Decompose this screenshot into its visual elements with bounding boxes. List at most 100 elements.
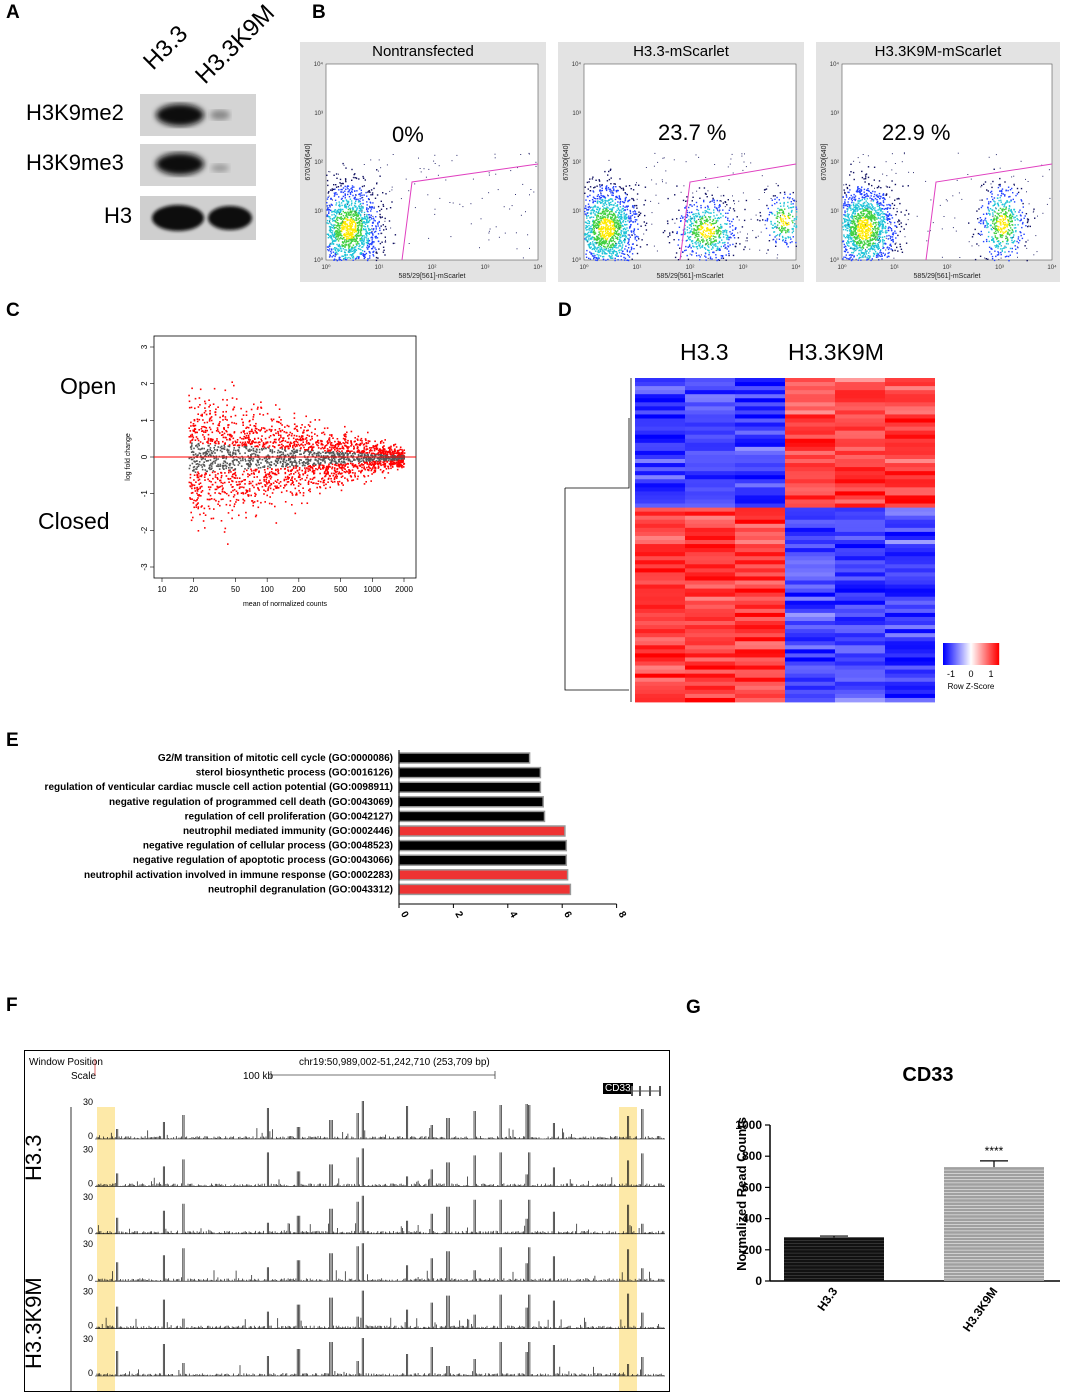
event-dot: [597, 206, 599, 208]
event-dot: [981, 184, 983, 187]
event-dot: [857, 229, 859, 232]
event-dot: [623, 216, 626, 219]
event-dot: [988, 231, 990, 233]
event-dot: [366, 226, 369, 228]
event-dot: [873, 195, 875, 198]
event-dot: [350, 190, 353, 193]
event-dot: [509, 208, 511, 210]
event-dot: [696, 235, 698, 238]
event-dot: [351, 214, 353, 216]
event-dot: [864, 250, 867, 252]
event-dot: [346, 257, 348, 259]
event-dot: [604, 242, 607, 244]
event-dot: [857, 220, 859, 222]
event-dot: [999, 243, 1001, 245]
event-dot: [612, 232, 614, 235]
event-dot: [719, 227, 721, 229]
event-dot: [696, 215, 698, 218]
event-dot: [709, 218, 711, 221]
event-dot: [843, 235, 845, 238]
event-dot: [601, 228, 604, 230]
event-dot: [367, 191, 369, 193]
event-dot: [604, 207, 606, 210]
event-dot: [593, 239, 595, 241]
event-dot: [861, 251, 863, 254]
event-dot: [725, 223, 728, 225]
event-dot: [615, 195, 618, 198]
event-dot: [354, 249, 356, 251]
event-dot: [699, 232, 702, 234]
event-dot: [853, 256, 855, 258]
event-dot: [998, 212, 1000, 215]
event-dot: [764, 188, 766, 191]
event-dot: [780, 230, 782, 232]
event-dot: [352, 208, 355, 210]
event-dot: [724, 247, 726, 249]
event-dot: [588, 245, 590, 248]
event-dot: [384, 217, 386, 220]
event-dot: [331, 189, 333, 192]
event-dot: [630, 188, 632, 190]
event-dot: [691, 211, 693, 213]
event-dot: [883, 239, 885, 242]
event-dot: [346, 203, 348, 205]
event-dot: [860, 189, 863, 191]
event-dot: [344, 190, 346, 192]
event-dot: [621, 235, 624, 238]
event-dot: [693, 217, 696, 219]
event-dot: [722, 215, 724, 217]
event-dot: [614, 246, 616, 248]
event-dot: [715, 236, 717, 238]
event-dot: [331, 243, 333, 245]
event-dot: [352, 250, 354, 252]
event-dot: [345, 180, 347, 183]
event-dot: [631, 258, 633, 260]
event-dot: [618, 223, 620, 225]
event-dot: [869, 244, 871, 247]
event-dot: [884, 231, 887, 233]
event-dot: [365, 191, 367, 194]
event-dot: [625, 232, 627, 234]
event-dot: [593, 252, 595, 255]
event-dot: [341, 241, 344, 243]
event-dot: [1004, 203, 1006, 205]
event-dot: [880, 219, 882, 221]
event-dot: [336, 217, 338, 219]
event-dot: [599, 240, 601, 242]
event-dot: [634, 219, 637, 221]
event-dot: [361, 224, 363, 226]
event-dot: [356, 207, 358, 209]
event-dot: [631, 197, 633, 200]
event-dot: [630, 230, 632, 232]
event-dot: [376, 183, 378, 185]
event-dot: [785, 223, 787, 225]
event-dot: [617, 201, 619, 203]
event-dot: [707, 208, 709, 210]
event-dot: [734, 203, 735, 205]
event-dot: [359, 229, 361, 231]
event-dot: [681, 233, 684, 236]
event-dot: [1004, 195, 1006, 197]
event-dot: [394, 242, 396, 244]
event-dot: [844, 219, 846, 221]
event-dot: [690, 240, 693, 243]
event-dot: [891, 202, 894, 205]
event-dot: [687, 215, 689, 217]
event-dot: [379, 227, 381, 229]
event-dot: [362, 199, 364, 201]
event-dot: [619, 201, 621, 204]
event-dot: [338, 259, 340, 261]
event-dot: [498, 236, 500, 238]
event-dot: [1000, 253, 1002, 256]
event-dot: [599, 212, 602, 215]
event-dot: [788, 198, 790, 200]
event-dot: [607, 194, 609, 196]
event-dot: [619, 206, 622, 208]
event-dot: [344, 205, 346, 207]
event-dot: [859, 234, 862, 236]
event-dot: [1022, 206, 1024, 208]
event-dot: [865, 209, 867, 212]
event-dot: [990, 201, 992, 203]
event-dot: [339, 178, 342, 181]
event-dot: [363, 235, 365, 237]
